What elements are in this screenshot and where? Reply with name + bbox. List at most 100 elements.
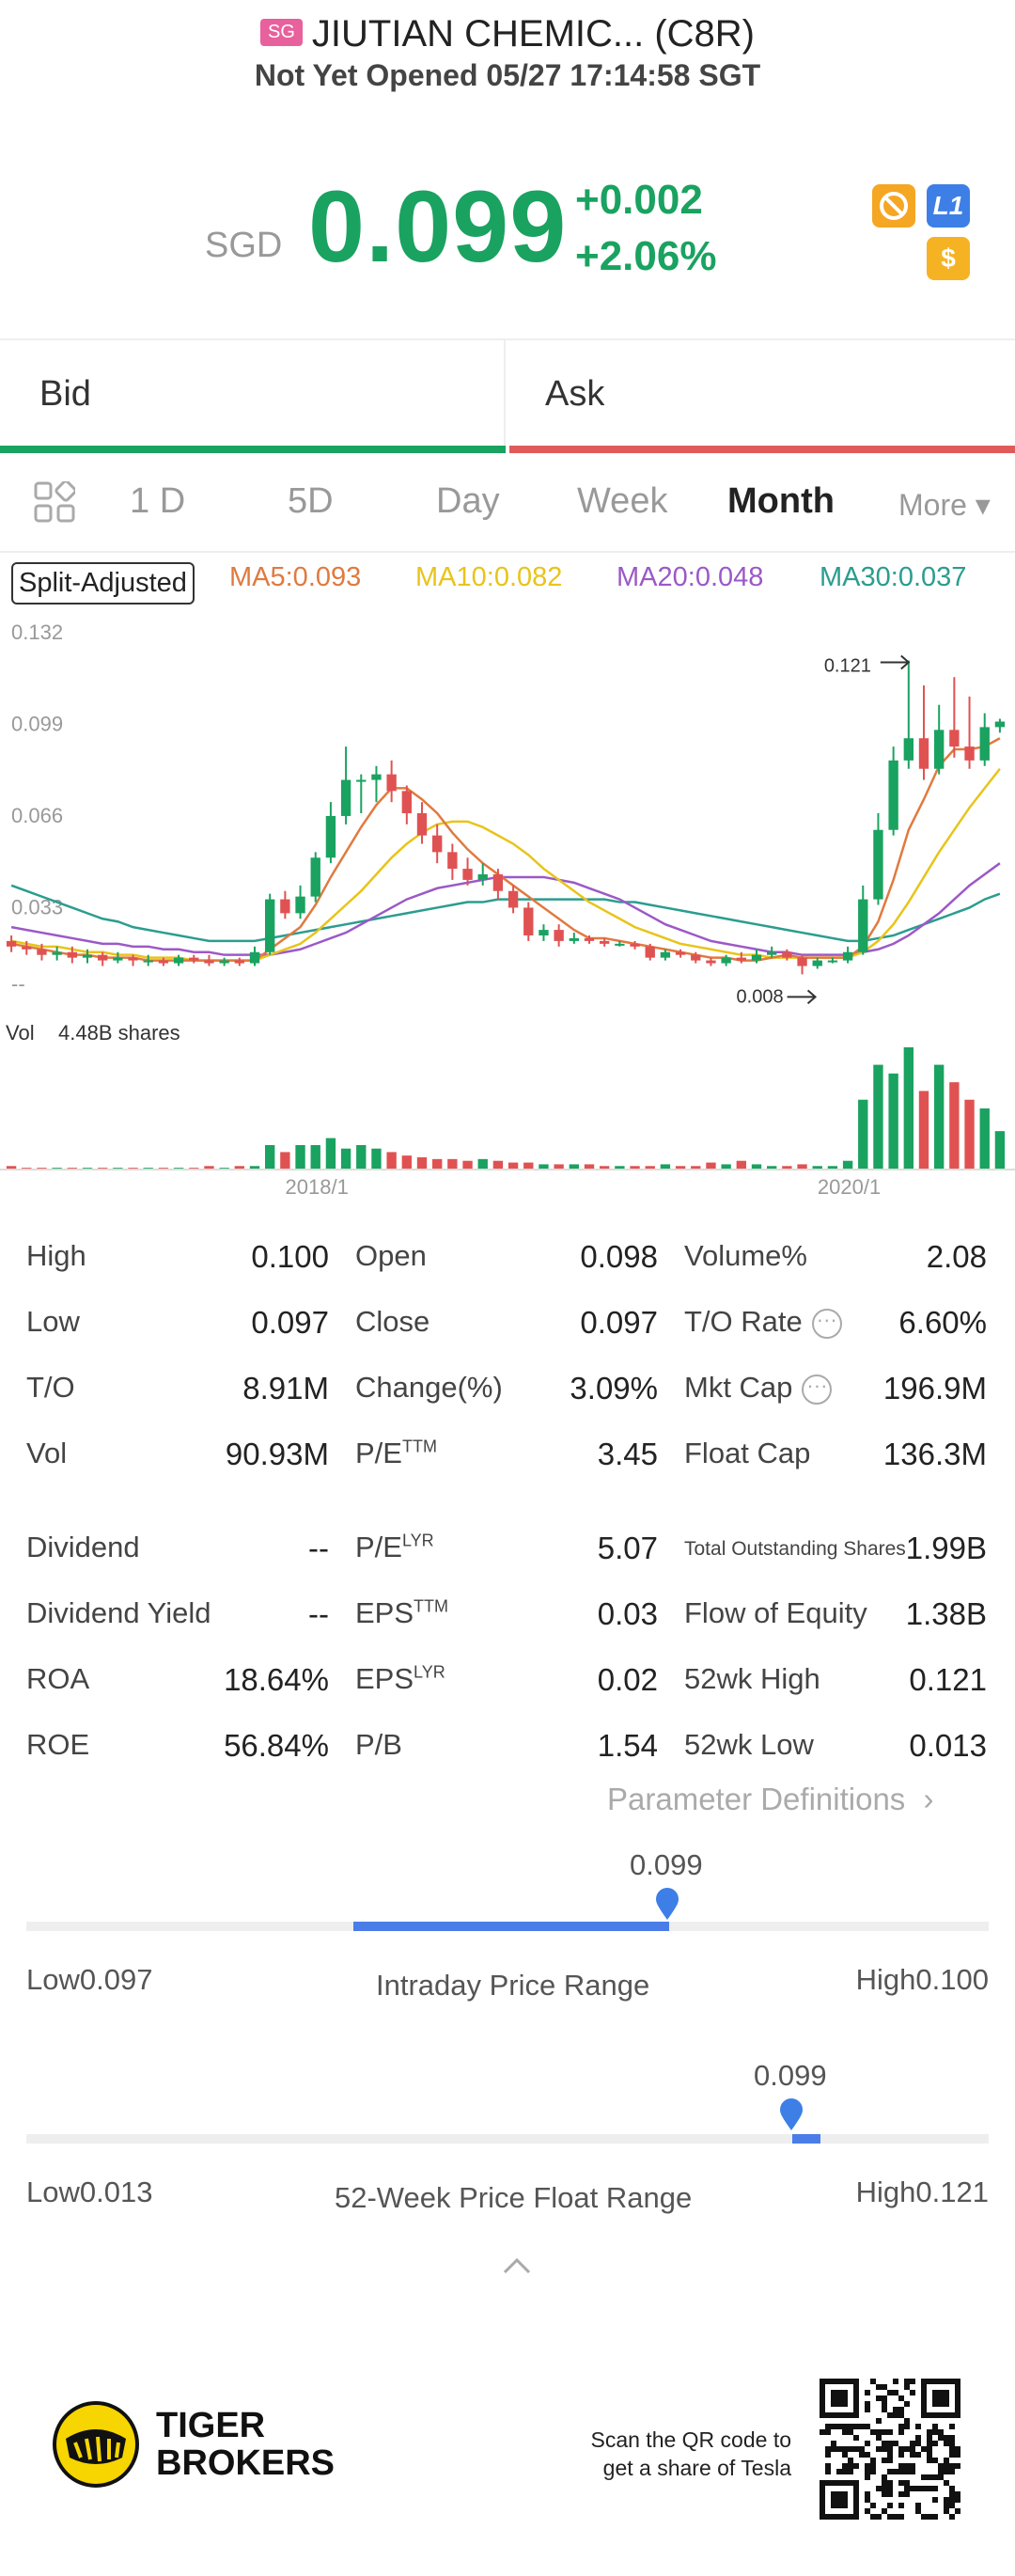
qr-module: [898, 2429, 904, 2435]
y-tick-label: 0.099: [11, 713, 63, 736]
candle-body: [67, 951, 77, 958]
stat-value: 56.84%: [224, 1728, 329, 1763]
qr-module: [927, 2435, 932, 2441]
volume-bar: [432, 1158, 443, 1170]
qr-module: [955, 2446, 960, 2452]
qr-module: [927, 2441, 932, 2446]
stat-label: Dividend: [26, 1531, 140, 1564]
tab-month[interactable]: Month: [727, 481, 835, 521]
divider: [0, 338, 1015, 340]
trade-icon[interactable]: [872, 184, 915, 228]
stat-label: P/ELYR: [355, 1531, 434, 1564]
qr-module: [932, 2514, 938, 2520]
stat-label-text: ROE: [26, 1728, 90, 1761]
stat-value: 1.38B: [905, 1596, 987, 1631]
qr-module: [938, 2469, 944, 2474]
dollar-icon[interactable]: $: [927, 237, 970, 280]
qr-module: [898, 2463, 904, 2469]
tab-1d[interactable]: 1 D: [130, 481, 186, 521]
more-info-icon[interactable]: ···: [811, 1308, 842, 1339]
parameter-definitions-link[interactable]: Parameter Definitions ›: [607, 1782, 933, 1817]
stat-label: High: [26, 1239, 86, 1273]
bid-bar: [0, 446, 506, 453]
candlestick-chart[interactable]: 0.132 0.099 0.066 0.033 -- 0.121 0.008 Vol 4.48B…: [0, 611, 1015, 1194]
high-value: 0.100: [915, 1963, 989, 1996]
candle-body: [492, 874, 504, 891]
tab-day[interactable]: Day: [436, 481, 500, 521]
bid-button[interactable]: Bid: [39, 374, 91, 414]
qr-module: [887, 2452, 893, 2458]
chevron-up-icon[interactable]: [502, 2256, 532, 2280]
volume-bar: [782, 1166, 792, 1170]
candle-body: [98, 954, 108, 961]
candle-body: [584, 937, 595, 941]
tab-week[interactable]: Week: [577, 481, 668, 521]
qr-module: [949, 2446, 955, 2452]
stat-label: Mkt Cap ···: [684, 1371, 833, 1405]
candle-body: [569, 937, 579, 941]
stat-value: 1.99B: [905, 1531, 987, 1565]
qr-module: [904, 2379, 910, 2384]
qr-caption: Scan the QR code to get a share of Tesla: [590, 2426, 791, 2482]
grid-icon[interactable]: [34, 479, 77, 527]
stat-label-text: P/E: [355, 1437, 402, 1469]
candle-body: [934, 730, 945, 769]
qr-module: [887, 2412, 893, 2418]
candle-body: [706, 960, 716, 964]
qr-module: [955, 2463, 960, 2469]
volume-bar: [827, 1166, 838, 1170]
high-value: 0.121: [915, 2175, 989, 2208]
stat-label: Flow of Equity: [684, 1596, 867, 1630]
volume-bar: [645, 1166, 655, 1170]
stat-label: 52wk Low: [684, 1728, 814, 1762]
stat-label: Low: [26, 1305, 80, 1339]
ask-button[interactable]: Ask: [545, 374, 605, 414]
volume-bar: [736, 1160, 746, 1170]
qr-code[interactable]: [820, 2379, 960, 2520]
intraday-title: Intraday Price Range: [376, 1969, 650, 2002]
qr-module: [882, 2384, 887, 2390]
parameter-definitions-label: Parameter Definitions: [607, 1782, 906, 1816]
level1-icon[interactable]: L1: [927, 184, 970, 228]
ma5-label: MA5:0.093: [229, 562, 362, 592]
tab-5d[interactable]: 5D: [288, 481, 334, 521]
candle-body: [888, 760, 898, 830]
stat-label-text: Close: [355, 1305, 430, 1338]
qr-module: [853, 2424, 859, 2429]
candle-body: [767, 951, 777, 955]
stat-value: 196.9M: [882, 1371, 987, 1406]
no-trade-glyph: [880, 192, 908, 220]
qr-module: [915, 2452, 921, 2458]
stat-value: 0.098: [580, 1239, 658, 1274]
intraday-low: Low0.097: [26, 1963, 152, 1997]
candle-body: [615, 943, 625, 946]
qr-module: [932, 2390, 949, 2407]
stat-label-text: T/O: [26, 1371, 75, 1404]
candle-body: [858, 899, 868, 952]
qr-module: [853, 2463, 859, 2469]
candle-body: [113, 957, 123, 961]
candle-body: [797, 957, 807, 966]
qr-module: [882, 2474, 887, 2480]
stat-value: 8.91M: [242, 1371, 329, 1406]
candle-body: [158, 960, 169, 964]
candle-body: [219, 960, 229, 964]
more-tabs-button[interactable]: More ▾: [898, 488, 991, 522]
x-tick-label: 2020/1: [818, 1175, 881, 1194]
qr-module: [893, 2379, 898, 2384]
candle-body: [204, 960, 214, 964]
stat-label-text: Dividend Yield: [26, 1596, 211, 1629]
qr-module: [949, 2452, 955, 2458]
y-tick-label: 0.066: [11, 804, 63, 827]
ma30-label: MA30:0.037: [820, 562, 967, 592]
qr-module: [820, 2429, 825, 2435]
more-info-icon[interactable]: ···: [802, 1374, 833, 1405]
qr-module: [865, 2452, 870, 2458]
qr-module: [904, 2418, 910, 2424]
qr-module: [927, 2474, 932, 2480]
split-adjusted-button[interactable]: Split-Adjusted: [11, 562, 195, 605]
qr-module: [910, 2379, 915, 2384]
week52-title: 52-Week Price Float Range: [335, 2181, 693, 2214]
qr-module: [887, 2514, 893, 2520]
qr-module: [882, 2491, 887, 2497]
